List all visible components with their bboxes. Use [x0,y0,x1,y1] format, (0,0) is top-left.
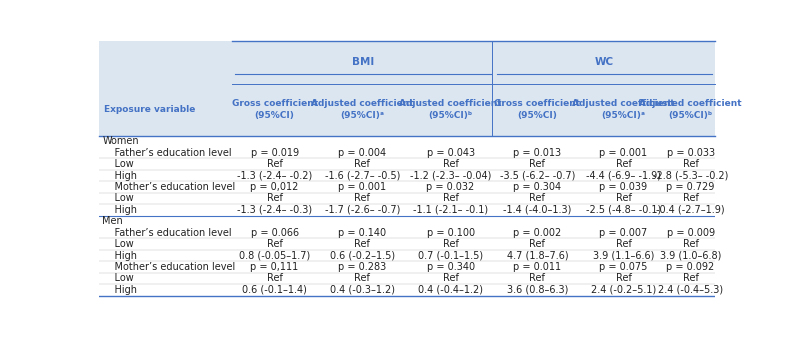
Text: Ref: Ref [443,159,459,169]
Text: Ref: Ref [530,159,545,169]
Text: Ref: Ref [530,239,545,249]
Text: 0.4 (-0.4–1.2): 0.4 (-0.4–1.2) [418,285,483,295]
Text: High: High [102,205,137,215]
Text: p = 0,111: p = 0,111 [250,262,299,272]
Text: Ref: Ref [267,193,283,203]
Text: 2.4 (-0.2–5.1): 2.4 (-0.2–5.1) [591,285,656,295]
Text: p = 0.075: p = 0.075 [599,262,648,272]
Text: p = 0.340: p = 0.340 [426,262,475,272]
Text: p = 0.729: p = 0.729 [666,182,715,192]
Text: Adjusted coefficient
(95%CI)ᵇ: Adjusted coefficient (95%CI)ᵇ [399,99,502,120]
Text: p = 0.043: p = 0.043 [426,148,475,158]
Text: p = 0,012: p = 0,012 [250,182,299,192]
Text: -1.1 (-2.1– -0.1): -1.1 (-2.1– -0.1) [413,205,488,215]
Text: Ref: Ref [267,159,283,169]
Text: Ref: Ref [615,239,631,249]
Text: Gross coefficient
(95%CI): Gross coefficient (95%CI) [495,99,580,120]
Text: Adjusted coefficient
(95%CI)ᵇ: Adjusted coefficient (95%CI)ᵇ [639,99,742,120]
Text: Low: Low [102,273,134,284]
Text: -1.3 (-2.4– -0.2): -1.3 (-2.4– -0.2) [237,171,312,180]
Text: p = 0.100: p = 0.100 [426,228,475,238]
Text: Ref: Ref [443,239,459,249]
Text: Ref: Ref [354,239,370,249]
Text: Ref: Ref [530,273,545,284]
Text: Women: Women [102,136,139,146]
Text: p = 0.019: p = 0.019 [251,148,299,158]
Text: p = 0.304: p = 0.304 [513,182,561,192]
Text: Adjusted coefficient
(95%CI)ᵃ: Adjusted coefficient (95%CI)ᵃ [311,99,414,120]
Text: 0.6 (-0.1–1.4): 0.6 (-0.1–1.4) [242,285,307,295]
Text: High: High [102,285,137,295]
FancyBboxPatch shape [99,41,715,136]
Text: -1.7 (-2.6– -0.7): -1.7 (-2.6– -0.7) [325,205,400,215]
Text: Ref: Ref [354,159,370,169]
Text: Ref: Ref [615,273,631,284]
Text: Ref: Ref [267,239,283,249]
Text: 0.4 (-0.3–1.2): 0.4 (-0.3–1.2) [330,285,395,295]
Text: Gross coefficient
(95%CI): Gross coefficient (95%CI) [232,99,318,120]
Text: Ref: Ref [683,159,699,169]
Text: p = 0.092: p = 0.092 [666,262,715,272]
Text: -3.5 (-6.2– -0.7): -3.5 (-6.2– -0.7) [499,171,575,180]
Text: Mother’s education level: Mother’s education level [102,182,236,192]
Text: 0.8 (-0.05–1.7): 0.8 (-0.05–1.7) [239,250,310,261]
Text: p = 0.033: p = 0.033 [666,148,715,158]
Text: 3.9 (1.1–6.6): 3.9 (1.1–6.6) [593,250,654,261]
Text: p = 0.032: p = 0.032 [426,182,475,192]
Text: 0.6 (-0.2–1.5): 0.6 (-0.2–1.5) [330,250,395,261]
Text: p = 0.066: p = 0.066 [251,228,299,238]
Text: p = 0.007: p = 0.007 [599,228,648,238]
Text: WC: WC [595,57,614,67]
Text: 3.6 (0.8–6.3): 3.6 (0.8–6.3) [507,285,568,295]
Text: Ref: Ref [354,273,370,284]
Text: -2.8 (-5.3– -0.2): -2.8 (-5.3– -0.2) [653,171,728,180]
Text: Father’s education level: Father’s education level [102,228,232,238]
Text: Men: Men [102,216,123,226]
Text: 0.7 (-0.1–1.5): 0.7 (-0.1–1.5) [418,250,484,261]
Text: BMI: BMI [352,57,374,67]
Text: p = 0.283: p = 0.283 [338,262,387,272]
Text: p = 0.140: p = 0.140 [338,228,387,238]
Text: p = 0.009: p = 0.009 [666,228,715,238]
Text: Low: Low [102,159,134,169]
Text: 3.9 (1.0–6.8): 3.9 (1.0–6.8) [660,250,721,261]
Text: p = 0.039: p = 0.039 [599,182,648,192]
Text: Ref: Ref [615,193,631,203]
Text: -4.4 (-6.9– -1.9): -4.4 (-6.9– -1.9) [586,171,661,180]
Text: -1.2 (-2.3– -0.04): -1.2 (-2.3– -0.04) [410,171,491,180]
Text: Ref: Ref [615,159,631,169]
Text: Adjusted coefficient
(95%CI)ᵃ: Adjusted coefficient (95%CI)ᵃ [572,99,675,120]
Text: p = 0.011: p = 0.011 [513,262,561,272]
Text: Father’s education level: Father’s education level [102,148,232,158]
Text: Ref: Ref [267,273,283,284]
Text: -1.6 (-2.7– -0.5): -1.6 (-2.7– -0.5) [325,171,400,180]
Text: Ref: Ref [683,273,699,284]
Text: 4.7 (1.8–7.6): 4.7 (1.8–7.6) [507,250,569,261]
Text: p = 0.002: p = 0.002 [513,228,561,238]
Text: -1.4 (-4.0–1.3): -1.4 (-4.0–1.3) [503,205,572,215]
Text: p = 0.001: p = 0.001 [338,182,387,192]
Text: Low: Low [102,239,134,249]
Text: -1.3 (-2.4– -0.3): -1.3 (-2.4– -0.3) [237,205,312,215]
Text: High: High [102,171,137,180]
Text: p = 0.004: p = 0.004 [338,148,387,158]
Text: p = 0.013: p = 0.013 [513,148,561,158]
Text: Ref: Ref [683,193,699,203]
Text: -2.5 (-4.8– -0.1): -2.5 (-4.8– -0.1) [586,205,661,215]
Text: p = 0.001: p = 0.001 [599,148,648,158]
Text: 2.4 (-0.4–5.3): 2.4 (-0.4–5.3) [658,285,723,295]
Text: Ref: Ref [683,239,699,249]
Text: Ref: Ref [530,193,545,203]
Text: High: High [102,250,137,261]
Text: Ref: Ref [443,273,459,284]
Text: -0.4 (-2.7–1.9): -0.4 (-2.7–1.9) [657,205,725,215]
Text: Mother’s education level: Mother’s education level [102,262,236,272]
Text: Ref: Ref [443,193,459,203]
Text: Ref: Ref [354,193,370,203]
Text: Low: Low [102,193,134,203]
Text: Exposure variable: Exposure variable [104,105,195,114]
